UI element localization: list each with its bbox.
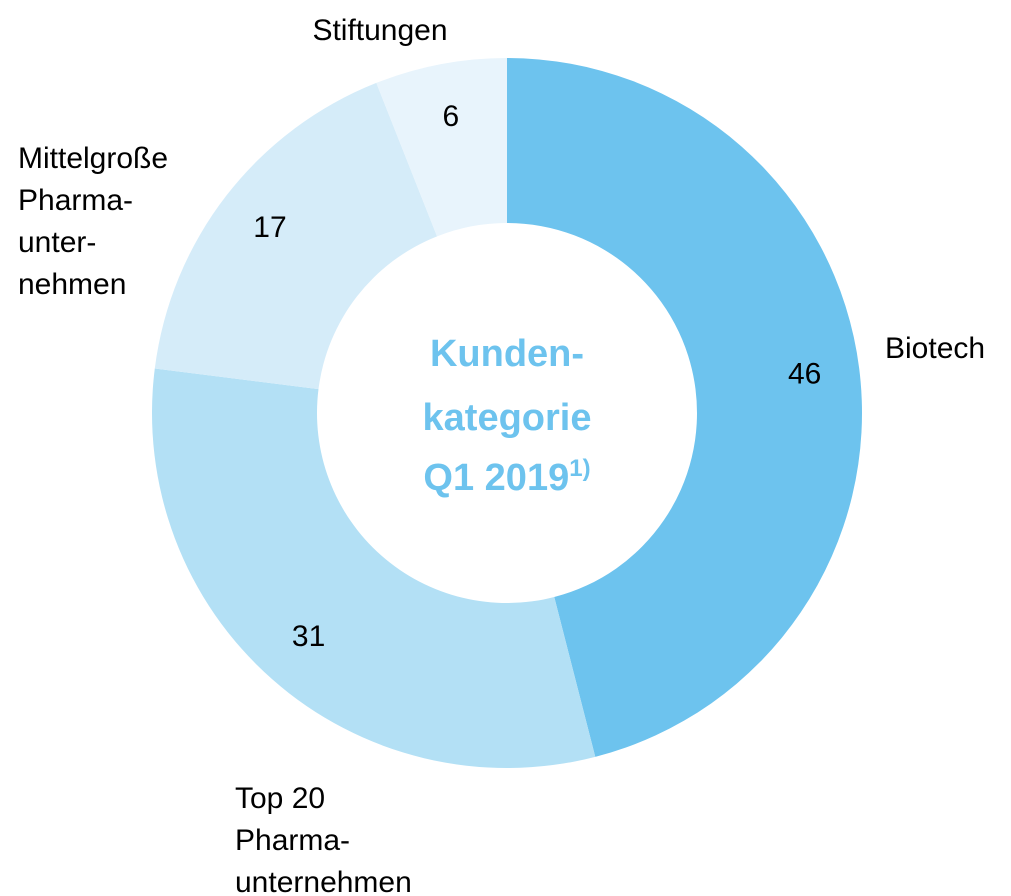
category-label: Pharma-	[235, 824, 350, 857]
value-label: 46	[788, 357, 821, 390]
slice	[152, 368, 596, 768]
value-label: 31	[292, 620, 325, 653]
slice	[507, 58, 863, 757]
category-label: unter-	[18, 226, 96, 259]
title-footnote: 1)	[569, 455, 590, 482]
slice	[376, 58, 507, 237]
center-title: Kunden-	[430, 333, 584, 375]
value-label: 6	[442, 100, 459, 133]
category-label: Stiftungen	[312, 14, 447, 47]
center-title: kategorie	[423, 397, 592, 439]
category-label: unternehmen	[235, 866, 412, 896]
slice	[154, 82, 438, 390]
category-label: Pharma-	[18, 184, 133, 217]
center-title: Q1 2019	[423, 457, 569, 499]
category-label: nehmen	[18, 268, 126, 301]
value-label: 17	[253, 211, 286, 244]
category-label: Mittelgroße	[18, 142, 168, 175]
category-label: Top 20	[235, 782, 325, 815]
category-label: Biotech	[885, 332, 985, 365]
center-title: Q1 20191)	[423, 455, 590, 499]
